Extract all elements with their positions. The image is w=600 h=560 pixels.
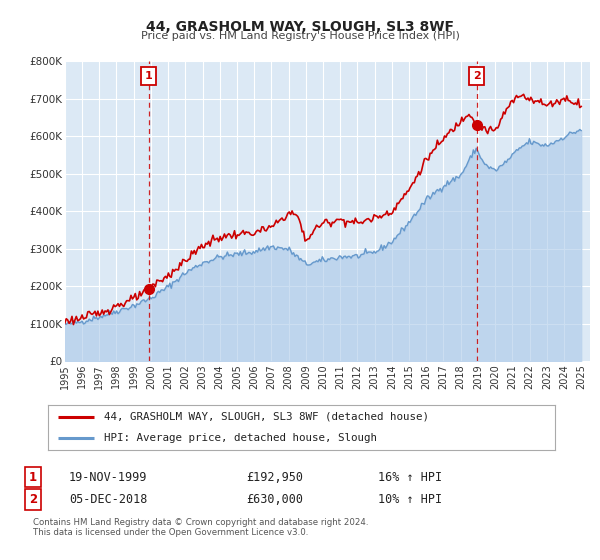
Text: 2: 2 [473,71,481,81]
Text: 44, GRASHOLM WAY, SLOUGH, SL3 8WF (detached house): 44, GRASHOLM WAY, SLOUGH, SL3 8WF (detac… [104,412,429,422]
Text: £630,000: £630,000 [246,493,303,506]
Text: 10% ↑ HPI: 10% ↑ HPI [378,493,442,506]
Text: Contains HM Land Registry data © Crown copyright and database right 2024.: Contains HM Land Registry data © Crown c… [33,519,368,528]
Text: 05-DEC-2018: 05-DEC-2018 [69,493,148,506]
Text: £192,950: £192,950 [246,470,303,484]
Text: Price paid vs. HM Land Registry's House Price Index (HPI): Price paid vs. HM Land Registry's House … [140,31,460,41]
Text: 2: 2 [29,493,37,506]
Text: This data is licensed under the Open Government Licence v3.0.: This data is licensed under the Open Gov… [33,529,308,538]
Text: 16% ↑ HPI: 16% ↑ HPI [378,470,442,484]
Text: 19-NOV-1999: 19-NOV-1999 [69,470,148,484]
Text: 44, GRASHOLM WAY, SLOUGH, SL3 8WF: 44, GRASHOLM WAY, SLOUGH, SL3 8WF [146,20,454,34]
Text: 1: 1 [145,71,152,81]
Text: 1: 1 [29,470,37,484]
Text: HPI: Average price, detached house, Slough: HPI: Average price, detached house, Slou… [104,432,377,442]
